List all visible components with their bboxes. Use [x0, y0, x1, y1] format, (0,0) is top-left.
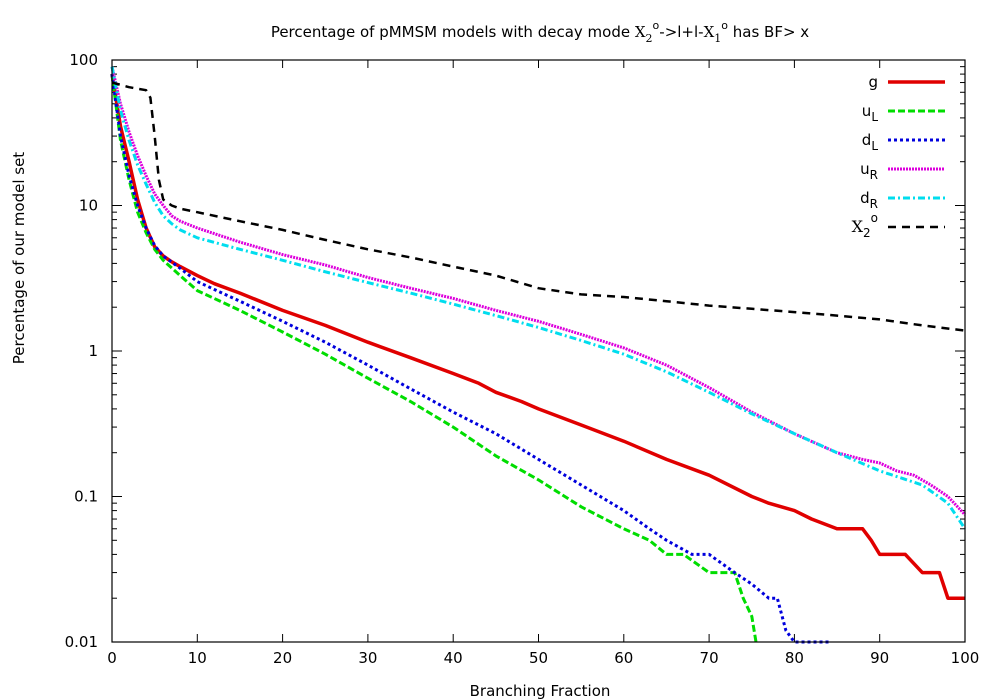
axis-ticks: 0 10 20 30 40 50 60 70 80 90 100 0.01 0.1 1 10 100	[65, 51, 980, 667]
x-tick-label: 50	[529, 649, 548, 667]
x-tick-label: 70	[700, 649, 719, 667]
legend-label-0: g	[868, 73, 878, 91]
x-tick-label: 20	[273, 649, 292, 667]
y-tick-label: 1	[88, 342, 98, 360]
legend-label-4: dR	[860, 189, 878, 211]
legend-label-2: dL	[862, 131, 879, 153]
y-tick-label: 0.1	[74, 488, 98, 506]
x-tick-label: 100	[951, 649, 980, 667]
x-tick-label: 40	[444, 649, 463, 667]
series-lines	[110, 66, 967, 644]
series-line-0	[110, 73, 965, 600]
plot-frame	[111, 59, 966, 643]
y-tick-label: 100	[69, 51, 98, 69]
x-tick-label: 0	[107, 649, 117, 667]
x-tick-label: 30	[358, 649, 377, 667]
x-tick-label: 90	[870, 649, 889, 667]
series-line-5	[111, 81, 966, 332]
legend-label-3: uR	[860, 160, 878, 182]
legend-label-5: X2o	[852, 211, 878, 240]
x-tick-label: 10	[188, 649, 207, 667]
series-line-3	[110, 66, 967, 516]
series-line-4	[110, 66, 967, 530]
legend-label-1: uL	[862, 102, 879, 124]
y-tick-label: 10	[79, 197, 98, 215]
series-line-1	[110, 73, 758, 643]
x-tick-label: 60	[614, 649, 633, 667]
y-axis-label: Percentage of our model set	[10, 152, 28, 365]
chart-title: Percentage of pMMSM models with decay mo…	[271, 19, 809, 45]
x-axis-label: Branching Fraction	[470, 682, 611, 700]
y-tick-label: 0.01	[65, 633, 98, 651]
x-tick-label: 80	[785, 649, 804, 667]
series-line-2	[110, 73, 829, 644]
